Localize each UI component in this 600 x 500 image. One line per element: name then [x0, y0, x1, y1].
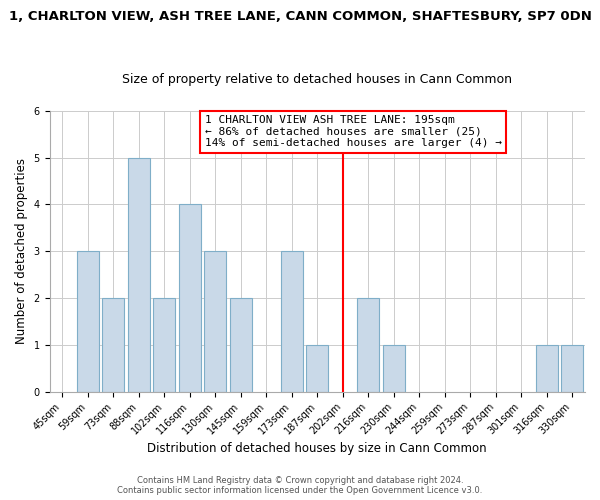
Bar — [383, 345, 404, 392]
Text: 1, CHARLTON VIEW, ASH TREE LANE, CANN COMMON, SHAFTESBURY, SP7 0DN: 1, CHARLTON VIEW, ASH TREE LANE, CANN CO… — [8, 10, 592, 23]
Title: Size of property relative to detached houses in Cann Common: Size of property relative to detached ho… — [122, 73, 512, 86]
Bar — [230, 298, 251, 392]
Bar — [154, 298, 175, 392]
X-axis label: Distribution of detached houses by size in Cann Common: Distribution of detached houses by size … — [148, 442, 487, 455]
Bar — [562, 345, 583, 392]
Bar — [281, 252, 302, 392]
Bar — [205, 252, 226, 392]
Bar — [128, 158, 149, 392]
Bar — [358, 298, 379, 392]
Bar — [103, 298, 124, 392]
Y-axis label: Number of detached properties: Number of detached properties — [15, 158, 28, 344]
Text: 1 CHARLTON VIEW ASH TREE LANE: 195sqm
← 86% of detached houses are smaller (25)
: 1 CHARLTON VIEW ASH TREE LANE: 195sqm ← … — [205, 115, 502, 148]
Bar — [307, 345, 328, 392]
Bar — [77, 252, 98, 392]
Text: Contains HM Land Registry data © Crown copyright and database right 2024.
Contai: Contains HM Land Registry data © Crown c… — [118, 476, 482, 495]
Bar — [179, 204, 200, 392]
Bar — [536, 345, 557, 392]
